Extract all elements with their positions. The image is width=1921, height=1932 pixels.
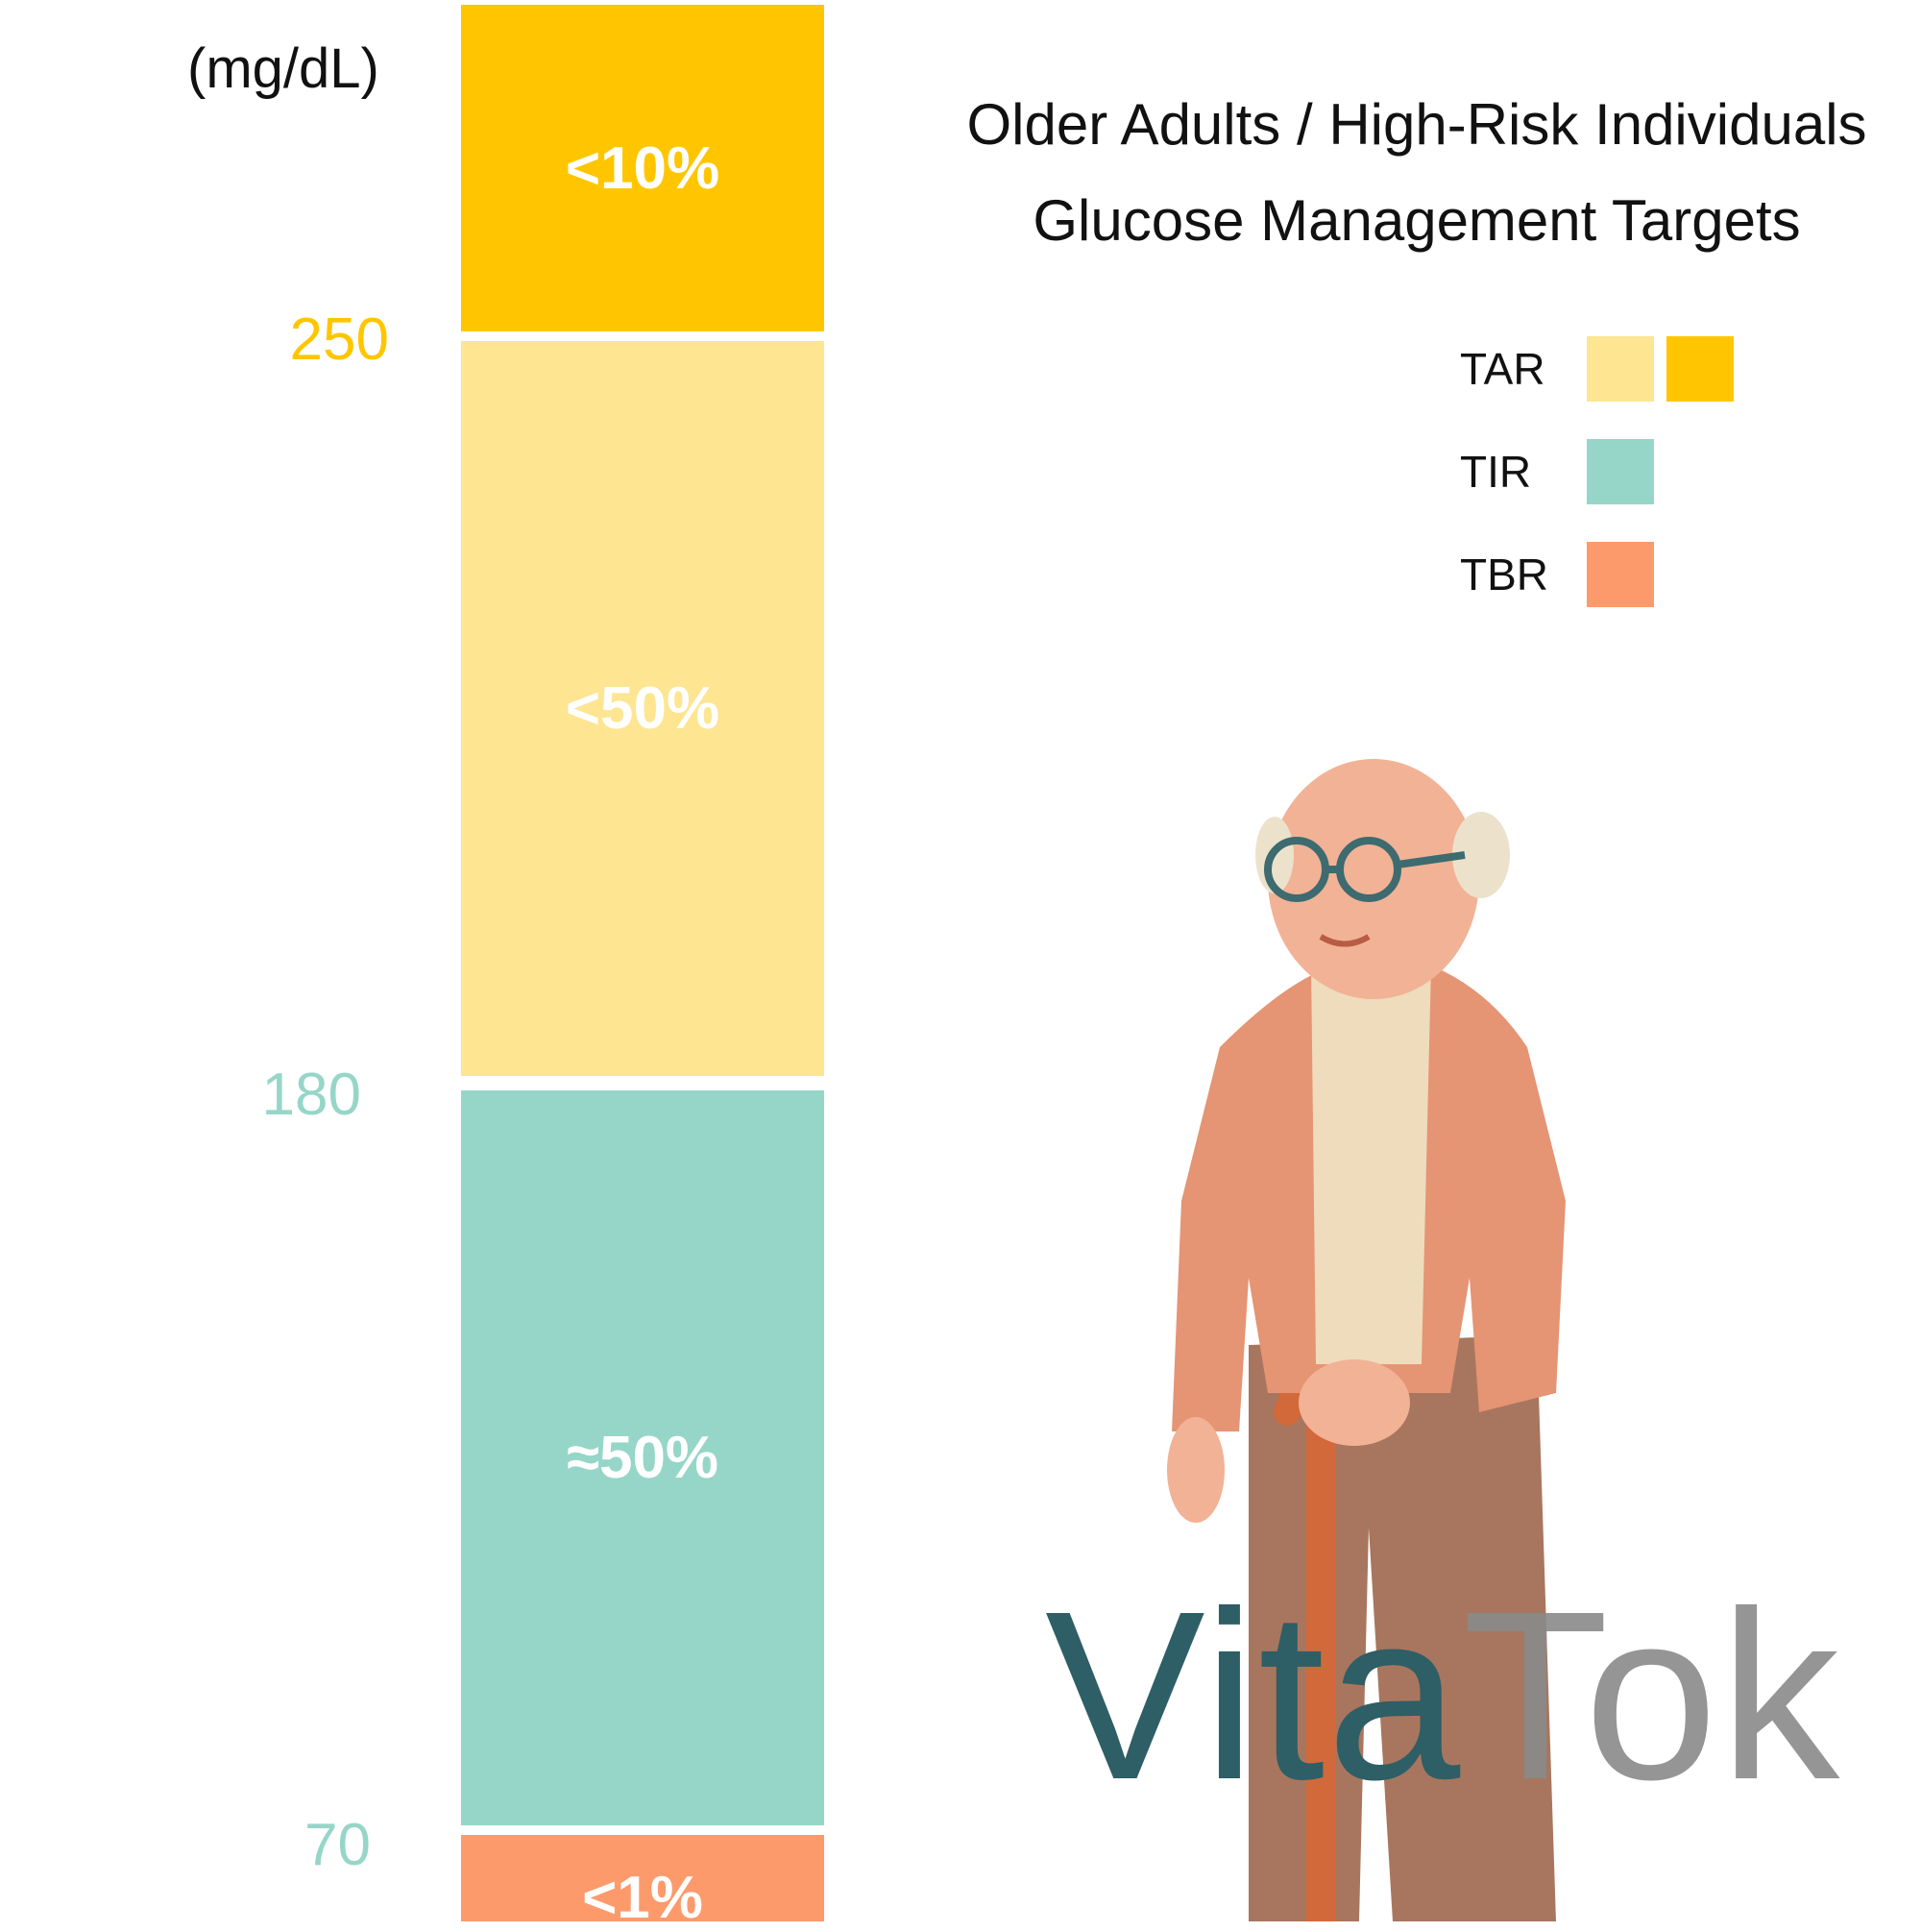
vitatok-watermark: VitaTok [1045,1561,1842,1829]
legend-label-tir: TIR [1460,447,1532,497]
unit-label: (mg/dL) [187,37,379,100]
segment-tar-label: <50% [565,675,720,742]
segment-tbr: <1% [461,1835,824,1931]
threshold-180-label: 180 [261,1062,361,1128]
legend-swatch-tar-high [1666,336,1734,402]
segment-tbr-label: <1% [582,1864,703,1931]
legend-label-tbr: TBR [1460,550,1548,599]
threshold-250-label: 250 [289,306,389,373]
legend-swatch-tir [1587,439,1654,504]
segment-tir-label: ≈50% [566,1425,719,1491]
threshold-70-label: 70 [304,1812,371,1878]
segment-tir: ≈50% [461,1090,824,1825]
legend-label-tar: TAR [1460,344,1545,394]
segment-tar-high-label: <10% [565,135,720,202]
legend-swatch-tbr [1587,542,1654,607]
legend-swatch-tar-light [1587,336,1654,402]
elderly-man-illustration [1167,759,1566,1921]
segment-tar-high: <10% [461,5,824,331]
segment-tar: <50% [461,341,824,1076]
chart-title-line-2: Glucose Management Targets [1033,188,1801,253]
chart-title-line-1: Older Adults / High-Risk Individuals [966,92,1867,157]
